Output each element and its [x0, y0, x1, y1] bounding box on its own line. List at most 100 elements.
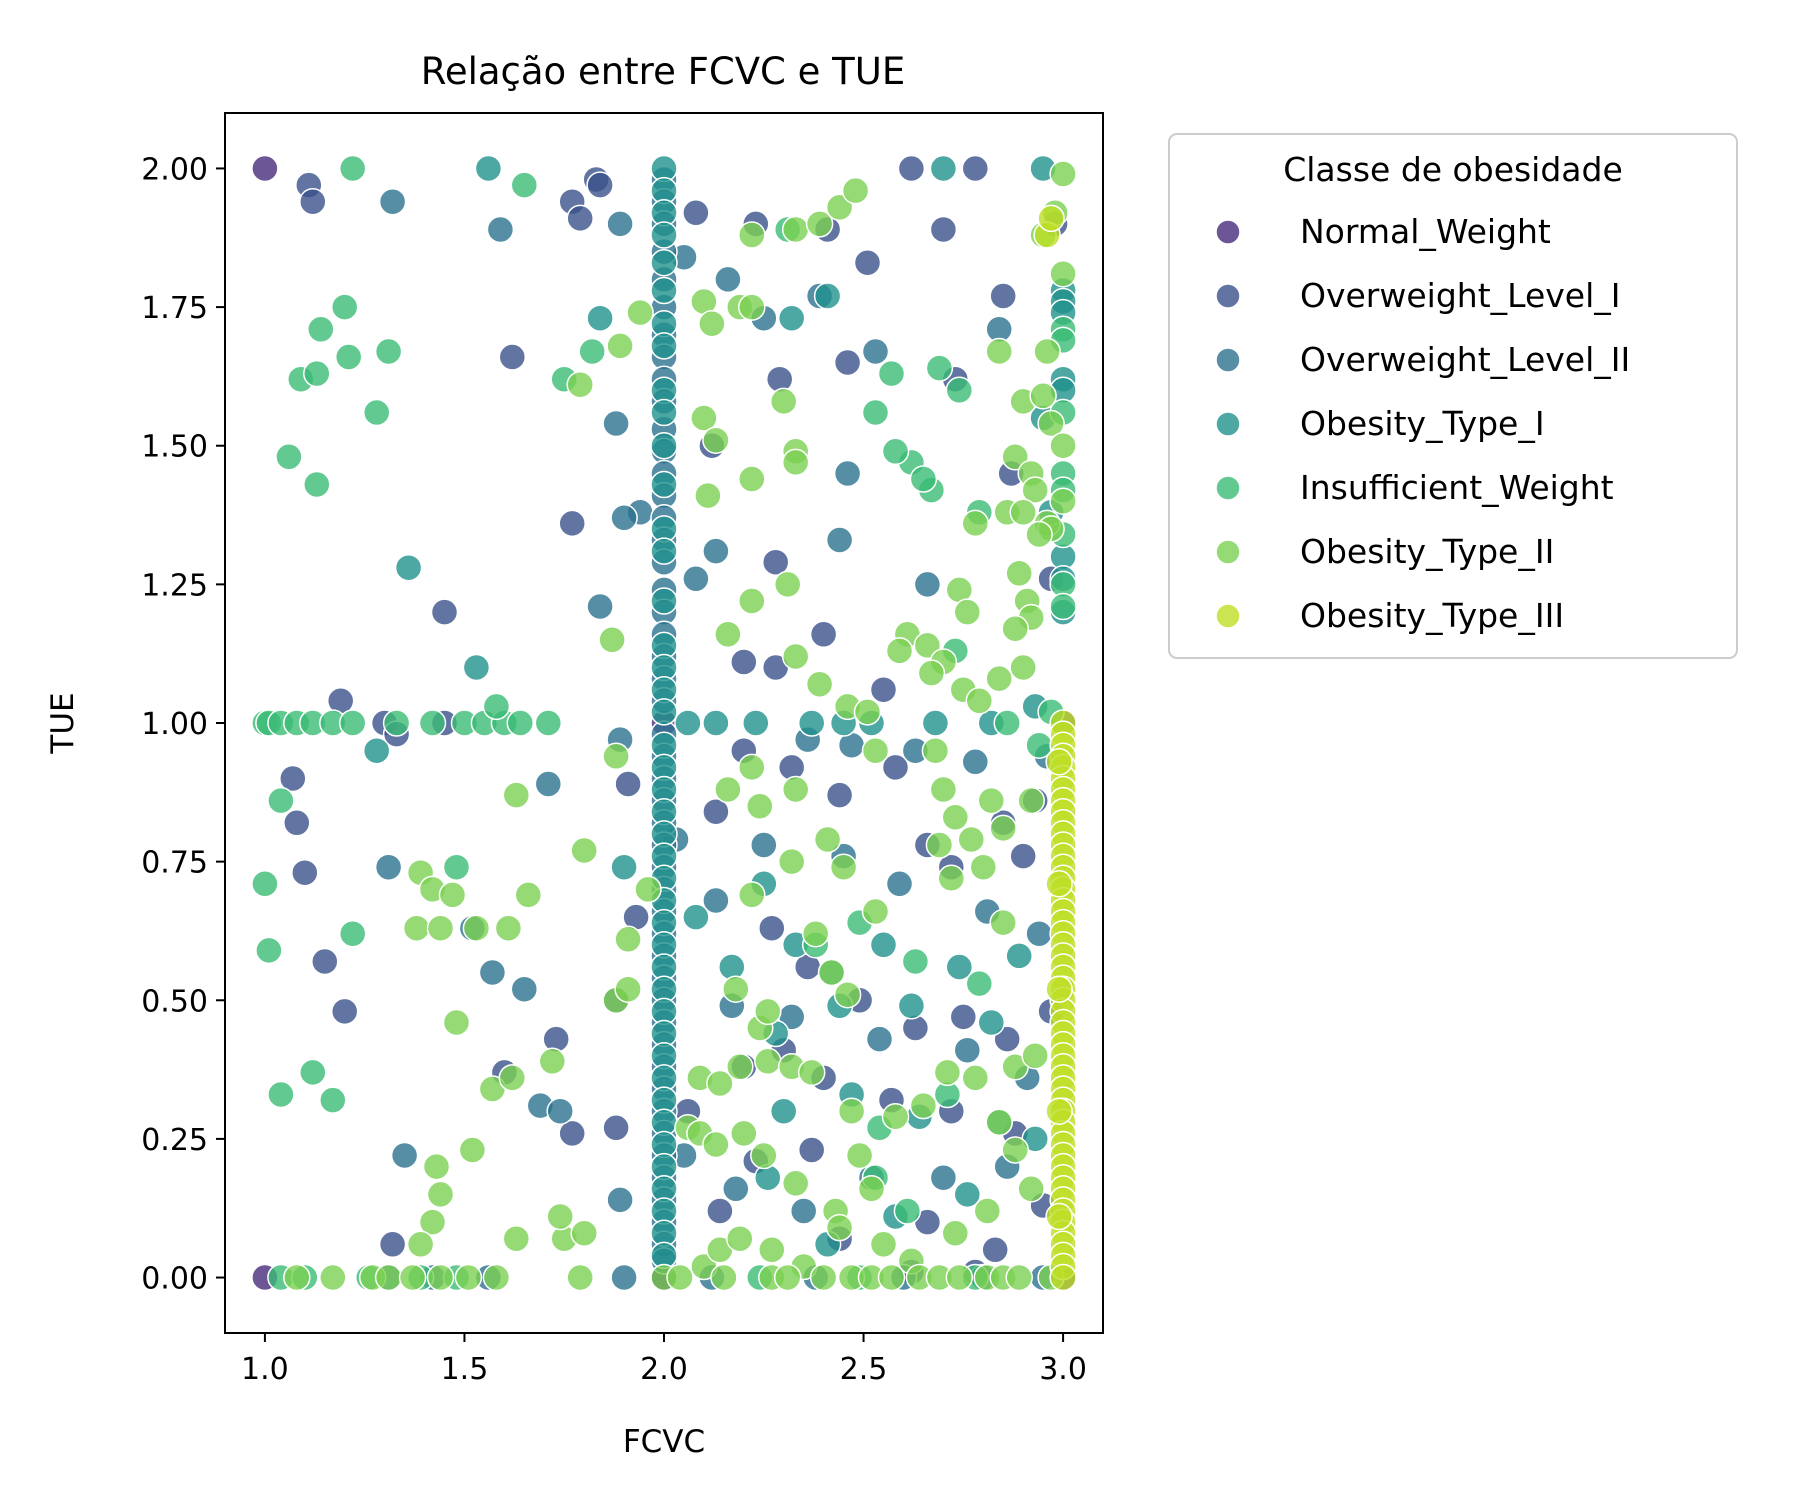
data-point [1001, 614, 1029, 643]
data-point [275, 443, 303, 471]
y-tick-label: 1.50 [141, 430, 208, 465]
data-point [861, 337, 890, 366]
data-point [722, 975, 750, 1003]
data-point [1045, 1202, 1073, 1231]
data-point [307, 315, 335, 344]
data-point [502, 1224, 531, 1253]
data-point [833, 980, 862, 1009]
data-point [853, 698, 882, 726]
data-point [861, 736, 890, 765]
legend-label: Overweight_Level_I [1300, 276, 1620, 315]
data-point [319, 1263, 347, 1292]
data-point [418, 1208, 447, 1236]
data-point [881, 1102, 910, 1131]
data-point [666, 1263, 694, 1292]
y-tick-label: 0.25 [141, 1123, 208, 1158]
data-point [754, 1047, 782, 1076]
data-point [706, 1197, 734, 1225]
data-point [303, 470, 331, 499]
data-point [251, 154, 279, 183]
data-point [1045, 870, 1073, 898]
data-point [394, 553, 423, 582]
data-point [825, 781, 854, 809]
data-point [1009, 653, 1037, 682]
data-point [714, 265, 742, 294]
data-point [777, 304, 806, 332]
data-point [682, 565, 710, 593]
data-point [578, 337, 606, 366]
data-point [283, 1263, 311, 1292]
data-point [738, 465, 766, 493]
legend-marker [1215, 411, 1241, 437]
data-point [1009, 842, 1037, 870]
data-point [486, 215, 515, 244]
data-point [267, 1080, 295, 1109]
data-point [374, 853, 403, 881]
data-point [299, 187, 327, 216]
data-point [674, 709, 702, 737]
data-point [1009, 498, 1037, 527]
data-point [750, 1141, 778, 1170]
data-point [374, 1263, 403, 1292]
legend-label: Obesity_Type_III [1300, 596, 1564, 635]
data-point [961, 1064, 990, 1092]
data-point [1001, 443, 1029, 471]
data-point [422, 1152, 451, 1181]
x-axis-label: FCVC [623, 1424, 705, 1460]
data-point [1045, 748, 1073, 776]
data-point [702, 426, 730, 454]
data-point [985, 664, 1013, 693]
data-point [833, 348, 862, 377]
data-point [534, 709, 563, 737]
data-point [989, 814, 1017, 843]
data-point [877, 1263, 906, 1292]
data-point [897, 992, 926, 1020]
data-point [957, 825, 986, 854]
data-point [985, 1108, 1013, 1137]
data-point [682, 903, 710, 931]
data-point [853, 248, 882, 277]
data-point [510, 975, 539, 1003]
data-point [538, 1047, 567, 1076]
data-point [702, 709, 730, 737]
data-point [929, 154, 958, 183]
data-point [702, 1130, 730, 1159]
data-point [885, 870, 914, 898]
legend-label: Overweight_Level_II [1300, 340, 1630, 379]
y-axis: 0.00 0.25 0.50 0.75 1.00 1.25 1.50 1.75 2.00 [141, 152, 225, 1297]
data-point [977, 1008, 1006, 1037]
legend-label: Insufficient_Weight [1300, 468, 1614, 507]
data-point [1049, 431, 1077, 460]
data-point [730, 1119, 758, 1148]
data-point [694, 481, 722, 510]
data-point [805, 670, 834, 698]
data-point [586, 171, 614, 199]
data-point [338, 154, 367, 183]
data-point [303, 359, 331, 388]
data-point [805, 210, 834, 238]
data-point [917, 659, 946, 687]
data-point [837, 1097, 866, 1125]
data-point [650, 431, 678, 460]
data-point [909, 1091, 938, 1120]
data-point [1025, 919, 1053, 948]
data-point [1037, 204, 1065, 233]
data-point [841, 176, 870, 205]
data-point [1029, 382, 1057, 410]
data-point [797, 709, 826, 737]
data-point [781, 775, 810, 804]
data-point [610, 504, 638, 532]
data-point [742, 709, 770, 737]
data-point [378, 1230, 407, 1259]
data-point [255, 936, 283, 965]
data-point [546, 1097, 574, 1125]
chart-title: Relação entre FCVC e TUE [421, 50, 905, 93]
data-point [374, 337, 403, 366]
data-point [698, 309, 726, 338]
legend-items: Normal_Weight Overweight_Level_I Overweigh… [1215, 212, 1630, 635]
data-point [726, 1224, 754, 1253]
data-point [809, 1263, 838, 1292]
data-point [606, 332, 634, 360]
data-point [738, 293, 766, 321]
data-point [877, 359, 906, 388]
